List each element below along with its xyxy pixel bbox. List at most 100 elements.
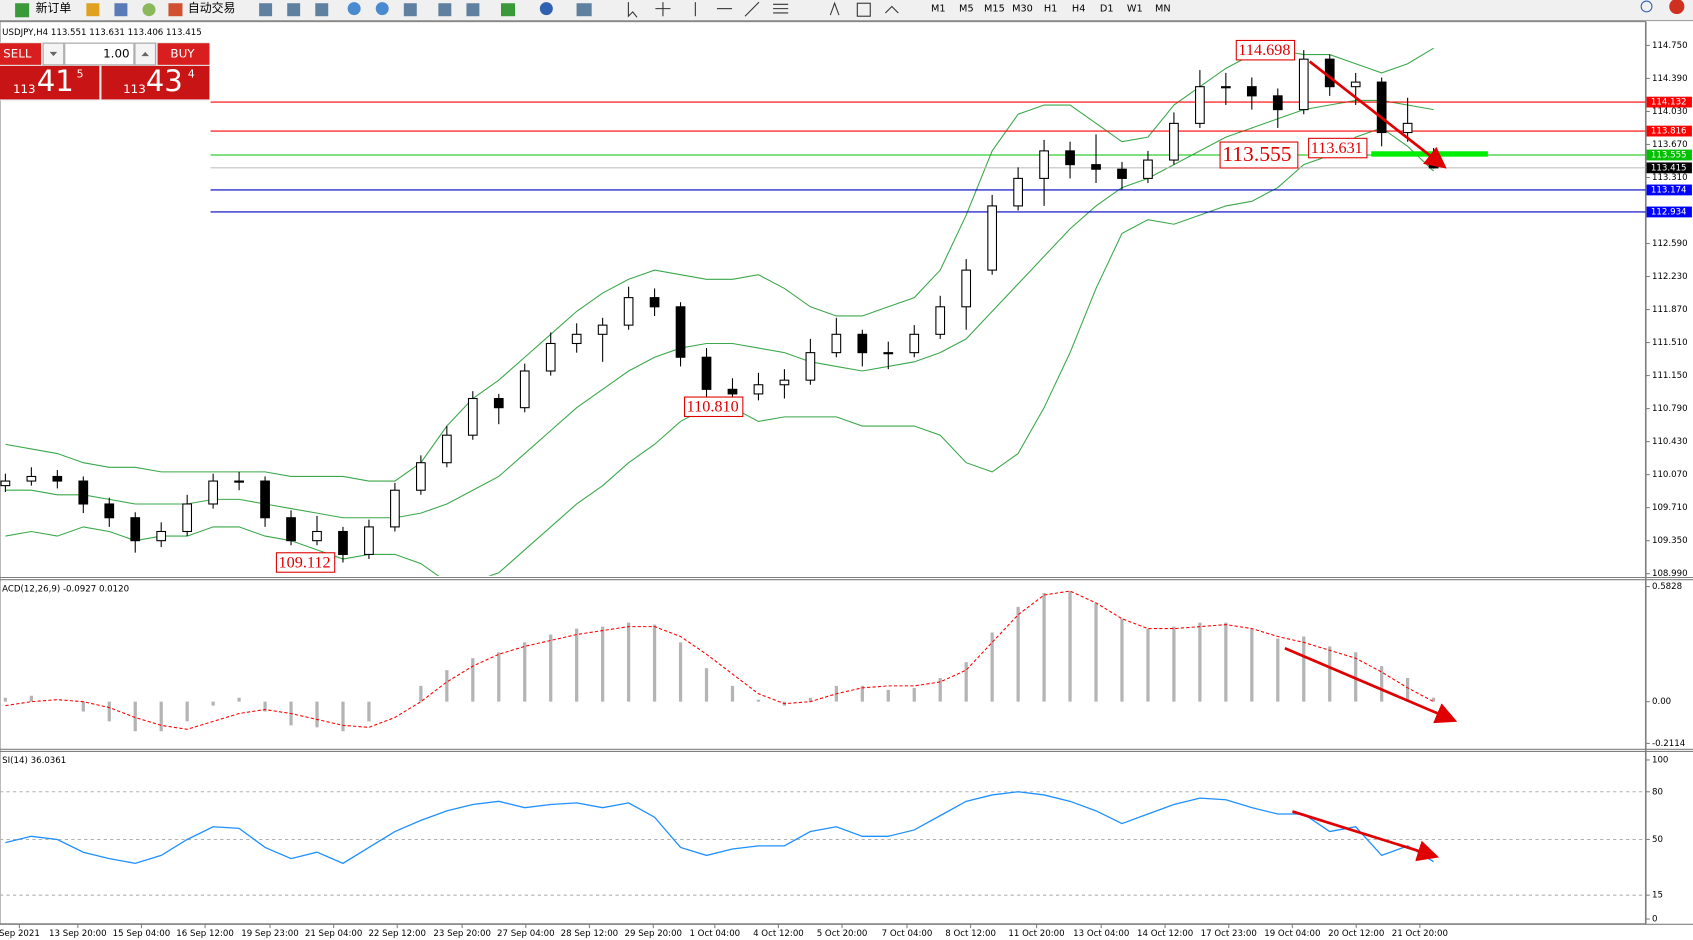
y-tick-label: 100 — [1652, 755, 1668, 765]
buy-button[interactable] — [157, 43, 210, 65]
icon[interactable] — [539, 2, 553, 16]
bid-box[interactable] — [0, 65, 100, 100]
x-tick-label: 21 Sep 04:00 — [305, 929, 363, 939]
timeframe-button[interactable]: M15 — [984, 4, 1005, 15]
candle-body — [234, 480, 244, 483]
auto-trading[interactable]: 自动交易 — [188, 1, 235, 15]
icon[interactable] — [86, 3, 100, 17]
icon[interactable] — [403, 3, 417, 17]
toolbar-icons — [259, 1, 899, 18]
icon[interactable] — [259, 3, 273, 17]
icon[interactable] — [114, 3, 128, 17]
icon[interactable] — [347, 2, 361, 16]
timeframe-button[interactable]: MN — [1155, 4, 1171, 15]
candle-body — [1246, 86, 1257, 97]
icon[interactable] — [856, 2, 871, 17]
search-icon[interactable] — [1640, 0, 1653, 13]
timeframe-button[interactable]: M5 — [959, 4, 974, 15]
x-tick-label: 14 Oct 12:00 — [1137, 929, 1193, 939]
price-annotation: 110.810 — [687, 398, 739, 416]
bid-pips[interactable]: 41 — [37, 64, 74, 98]
icon[interactable] — [744, 1, 760, 17]
y-tick-label: 108.990 — [1652, 569, 1688, 579]
bid-big-figure[interactable]: 113 — [13, 82, 36, 96]
ask-fraction[interactable]: 4 — [188, 68, 195, 81]
level-label: 113.415 — [1651, 163, 1687, 173]
candle-body — [182, 503, 193, 533]
price-annotation: 113.631 — [1311, 139, 1363, 157]
candle-body — [571, 333, 582, 345]
chart-frame — [0, 21, 1647, 925]
y-tick-label: 15 — [1652, 891, 1663, 901]
candle-body — [701, 356, 712, 390]
candle-body — [52, 475, 63, 482]
new-order[interactable]: 新订单 — [36, 1, 72, 15]
sell-button[interactable] — [0, 43, 42, 65]
level-label-box — [1646, 162, 1692, 174]
timeframe-button[interactable]: M1 — [931, 4, 946, 15]
x-tick-label: 5 Oct 20:00 — [817, 929, 868, 939]
y-tick-label: -0.2114 — [1652, 739, 1685, 749]
arrow-icon — [49, 51, 58, 57]
candle-body — [831, 333, 842, 354]
x-tick-label: 17 Oct 23:00 — [1201, 929, 1257, 939]
icon[interactable] — [142, 3, 156, 17]
candle-body — [935, 306, 946, 335]
arrow-icon — [141, 51, 150, 57]
icon[interactable] — [466, 3, 480, 17]
y-tick-label: 110.070 — [1652, 470, 1688, 480]
signal-line — [5, 590, 1434, 730]
price-annotation: 109.112 — [279, 553, 331, 571]
timeframe-button[interactable]: W1 — [1127, 4, 1143, 15]
candle-body — [130, 517, 141, 542]
timeframe-button[interactable]: H4 — [1072, 4, 1085, 15]
y-tick-label: 113.670 — [1652, 140, 1688, 150]
timeframe-button[interactable]: M30 — [1012, 4, 1033, 15]
icon[interactable] — [375, 2, 389, 16]
candle-body — [312, 530, 322, 542]
candle-body — [493, 397, 504, 409]
candle-body — [156, 530, 167, 542]
lot-value[interactable]: 1.00 — [103, 47, 129, 61]
icon[interactable] — [576, 3, 592, 17]
indicator-title: USDJPY,H4 113.551 113.631 113.406 113.41… — [2, 28, 202, 38]
icon[interactable] — [773, 3, 789, 14]
icon[interactable] — [500, 3, 516, 17]
ask-big-figure[interactable]: 113 — [123, 82, 146, 96]
buy-label[interactable]: BUY — [170, 47, 195, 61]
x-tick-label: 16 Sep 12:00 — [176, 929, 234, 939]
icon[interactable] — [287, 3, 301, 17]
ask-pips[interactable]: 43 — [146, 64, 183, 98]
candle-body — [338, 530, 348, 555]
sell-label[interactable]: SELL — [3, 47, 32, 61]
candle-body — [649, 297, 660, 308]
timeframe-button[interactable]: H1 — [1044, 4, 1057, 15]
candle-body — [1272, 95, 1283, 111]
candle-body — [545, 342, 556, 372]
y-tick-label: 111.870 — [1652, 305, 1688, 315]
candle-body — [779, 379, 790, 386]
lot-input[interactable] — [64, 42, 135, 66]
auto-trading-icon[interactable] — [168, 3, 183, 17]
timeframe-button[interactable]: D1 — [1100, 4, 1114, 15]
candle-body — [753, 384, 764, 395]
bid-fraction[interactable]: 5 — [77, 68, 84, 81]
x-tick-label: 28 Sep 12:00 — [561, 929, 619, 939]
candle-body — [1091, 164, 1101, 170]
alert-icon[interactable] — [1669, 0, 1685, 15]
ask-box[interactable] — [101, 65, 210, 100]
x-tick-label: 15 Sep 04:00 — [113, 929, 171, 939]
icon[interactable] — [315, 3, 329, 17]
price-annotation-box — [684, 396, 744, 418]
icon[interactable] — [655, 2, 671, 17]
new-order-icon[interactable] — [15, 3, 30, 18]
icon[interactable] — [438, 3, 452, 17]
x-tick-label: 22 Sep 12:00 — [368, 929, 426, 939]
icon[interactable] — [829, 1, 840, 16]
icon[interactable] — [884, 5, 899, 14]
trend-arrow — [1308, 60, 1447, 169]
icon[interactable] — [627, 2, 638, 18]
